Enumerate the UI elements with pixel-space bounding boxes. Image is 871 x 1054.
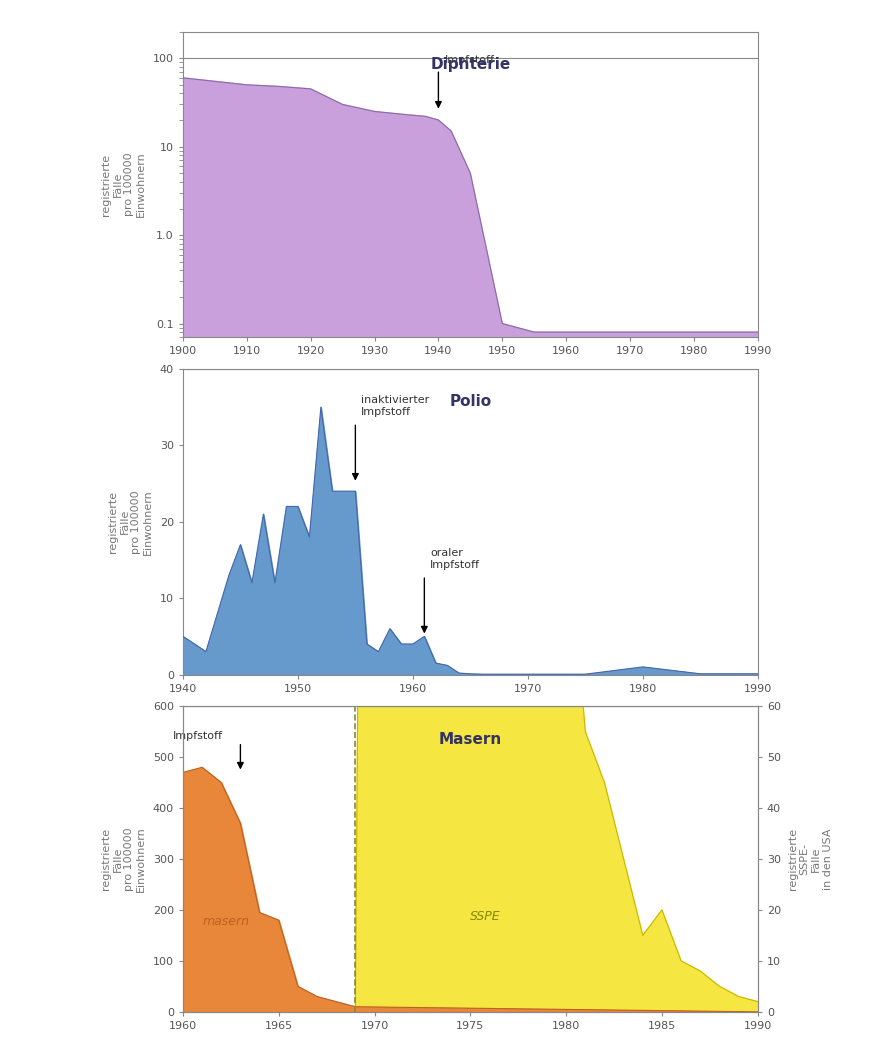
Y-axis label: registrierte
Fälle
pro 100000
Einwohnern: registrierte Fälle pro 100000 Einwohnern <box>101 152 146 217</box>
Y-axis label: registrierte
Fälle
pro 100000
Einwohnern: registrierte Fälle pro 100000 Einwohnern <box>108 489 152 554</box>
Text: SSPE: SSPE <box>470 911 501 923</box>
Text: Impfstoff: Impfstoff <box>173 731 223 741</box>
Text: Diphterie: Diphterie <box>430 57 510 72</box>
Y-axis label: registrierte
SSPE-
Fälle
in den USA: registrierte SSPE- Fälle in den USA <box>788 828 833 890</box>
Text: Polio: Polio <box>449 394 491 409</box>
Text: masern: masern <box>202 915 249 929</box>
Y-axis label: registrierte
Fälle
pro 100000
Einwohnern: registrierte Fälle pro 100000 Einwohnern <box>101 826 145 892</box>
Text: Impfstoff: Impfstoff <box>445 56 495 65</box>
Text: oraler
Impfstoff: oraler Impfstoff <box>430 548 480 569</box>
Text: inaktivierter
Impfstoff: inaktivierter Impfstoff <box>361 395 429 416</box>
Text: Masern: Masern <box>439 731 502 746</box>
